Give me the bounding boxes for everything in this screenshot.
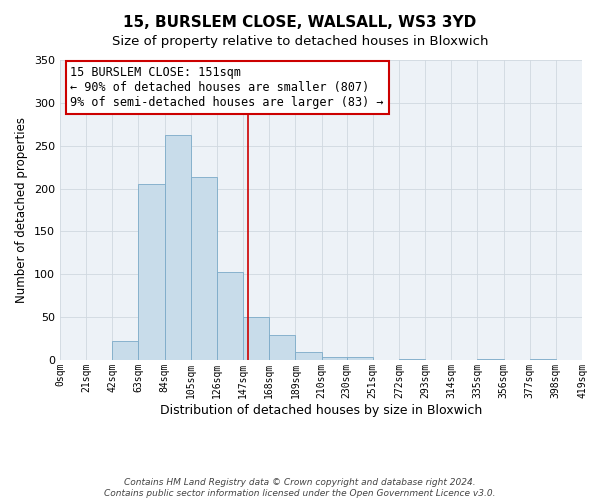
Bar [139,184,164,360]
Bar [269,335,295,360]
Text: 15 BURSLEM CLOSE: 151sqm
← 90% of detached houses are smaller (807)
9% of semi-d: 15 BURSLEM CLOSE: 151sqm ← 90% of detach… [70,66,384,109]
Bar [347,356,373,360]
Text: 15, BURSLEM CLOSE, WALSALL, WS3 3YD: 15, BURSLEM CLOSE, WALSALL, WS3 3YD [124,15,476,30]
Bar [164,134,191,360]
Bar [243,317,269,360]
X-axis label: Distribution of detached houses by size in Bloxwich: Distribution of detached houses by size … [160,404,482,416]
Y-axis label: Number of detached properties: Number of detached properties [16,117,28,303]
Bar [112,341,139,360]
Bar [322,358,347,360]
Bar [217,272,243,360]
Bar [295,352,322,360]
Bar [530,359,556,360]
Bar [478,359,503,360]
Text: Size of property relative to detached houses in Bloxwich: Size of property relative to detached ho… [112,35,488,48]
Bar [191,178,217,360]
Text: Contains HM Land Registry data © Crown copyright and database right 2024.
Contai: Contains HM Land Registry data © Crown c… [104,478,496,498]
Bar [399,359,425,360]
